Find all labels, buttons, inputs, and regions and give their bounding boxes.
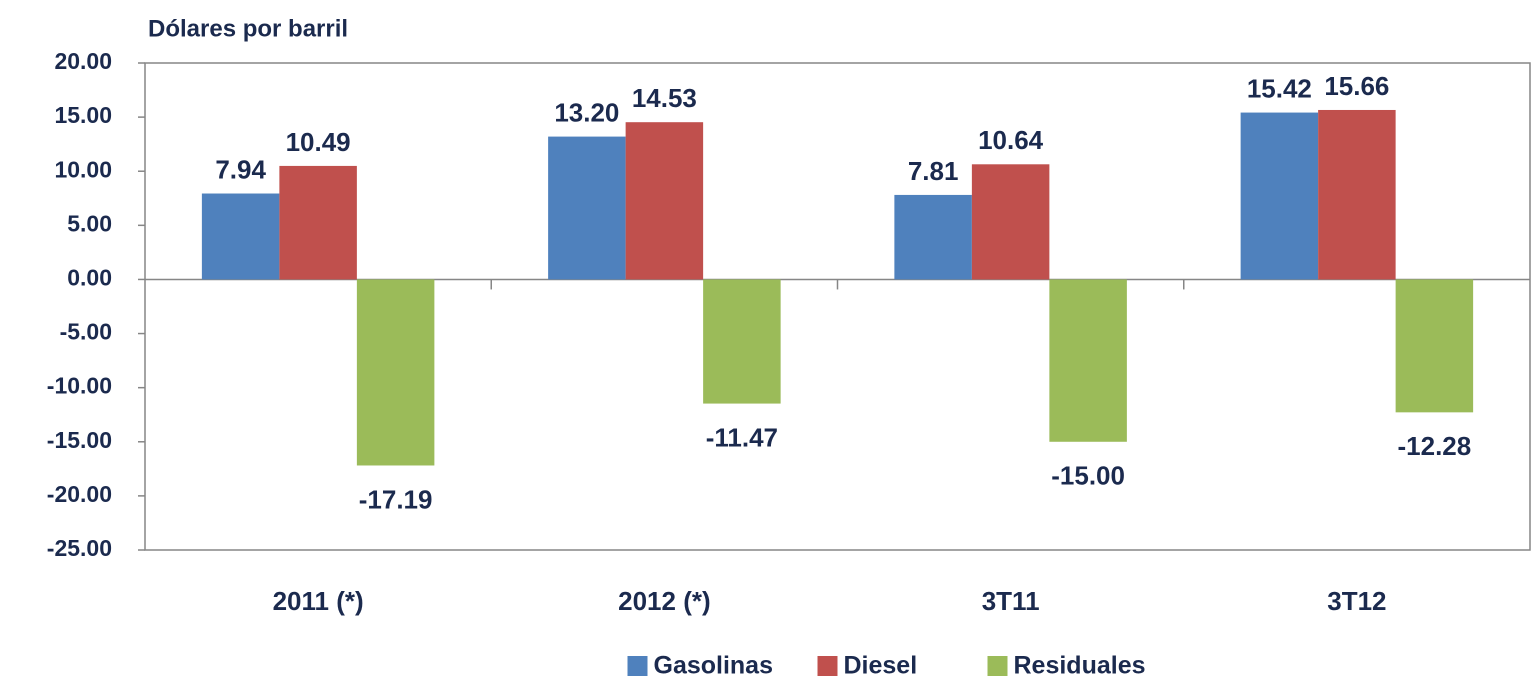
bar bbox=[548, 136, 626, 280]
data-label: -15.00 bbox=[1051, 461, 1125, 491]
bar bbox=[356, 279, 435, 466]
data-label: 7.81 bbox=[908, 156, 959, 186]
x-tick-label: 2011 (*) bbox=[273, 586, 364, 616]
x-tick-label: 3T12 bbox=[1327, 586, 1386, 616]
bar bbox=[894, 194, 972, 280]
data-label: 10.64 bbox=[978, 125, 1044, 155]
data-label: 13.20 bbox=[554, 97, 619, 127]
data-label: 15.66 bbox=[1324, 71, 1389, 101]
plot-area bbox=[144, 62, 1531, 551]
y-tick-label: -15.00 bbox=[47, 427, 112, 453]
bar bbox=[1318, 109, 1396, 280]
x-tick-label: 2012 (*) bbox=[618, 586, 711, 616]
legend-swatch bbox=[817, 656, 838, 676]
legend-label: Residuales bbox=[1014, 652, 1146, 680]
bar bbox=[279, 165, 357, 280]
y-tick-label: 0.00 bbox=[67, 265, 112, 291]
y-axis-title: Dólares por barril bbox=[148, 15, 348, 42]
y-tick-label: 15.00 bbox=[54, 102, 112, 128]
y-tick-label: -20.00 bbox=[47, 481, 112, 507]
y-tick-label: -5.00 bbox=[60, 319, 112, 345]
legend-label: Gasolinas bbox=[654, 652, 774, 680]
bar bbox=[625, 122, 704, 280]
legend-label: Diesel bbox=[844, 652, 918, 680]
data-label: -12.28 bbox=[1398, 431, 1472, 461]
bar bbox=[971, 164, 1050, 280]
y-tick-label: -25.00 bbox=[47, 535, 112, 561]
bar bbox=[201, 193, 280, 280]
legend-swatch bbox=[987, 656, 1008, 676]
bar bbox=[703, 279, 781, 404]
x-tick-label: 3T11 bbox=[982, 586, 1040, 616]
legend-swatch bbox=[627, 656, 648, 676]
y-tick-label: 5.00 bbox=[67, 210, 112, 236]
data-label: -17.19 bbox=[359, 484, 433, 514]
data-label: -11.47 bbox=[706, 422, 778, 452]
data-label: 15.42 bbox=[1247, 73, 1312, 103]
data-label: 10.49 bbox=[286, 127, 351, 157]
bar bbox=[1395, 279, 1474, 413]
bar bbox=[1049, 279, 1127, 442]
y-tick-label: 20.00 bbox=[54, 48, 112, 74]
bar bbox=[1240, 112, 1319, 280]
data-label: 7.94 bbox=[215, 154, 266, 184]
data-label: 14.53 bbox=[632, 83, 697, 113]
y-tick-label: -10.00 bbox=[47, 373, 112, 399]
y-tick-label: 10.00 bbox=[54, 156, 112, 182]
